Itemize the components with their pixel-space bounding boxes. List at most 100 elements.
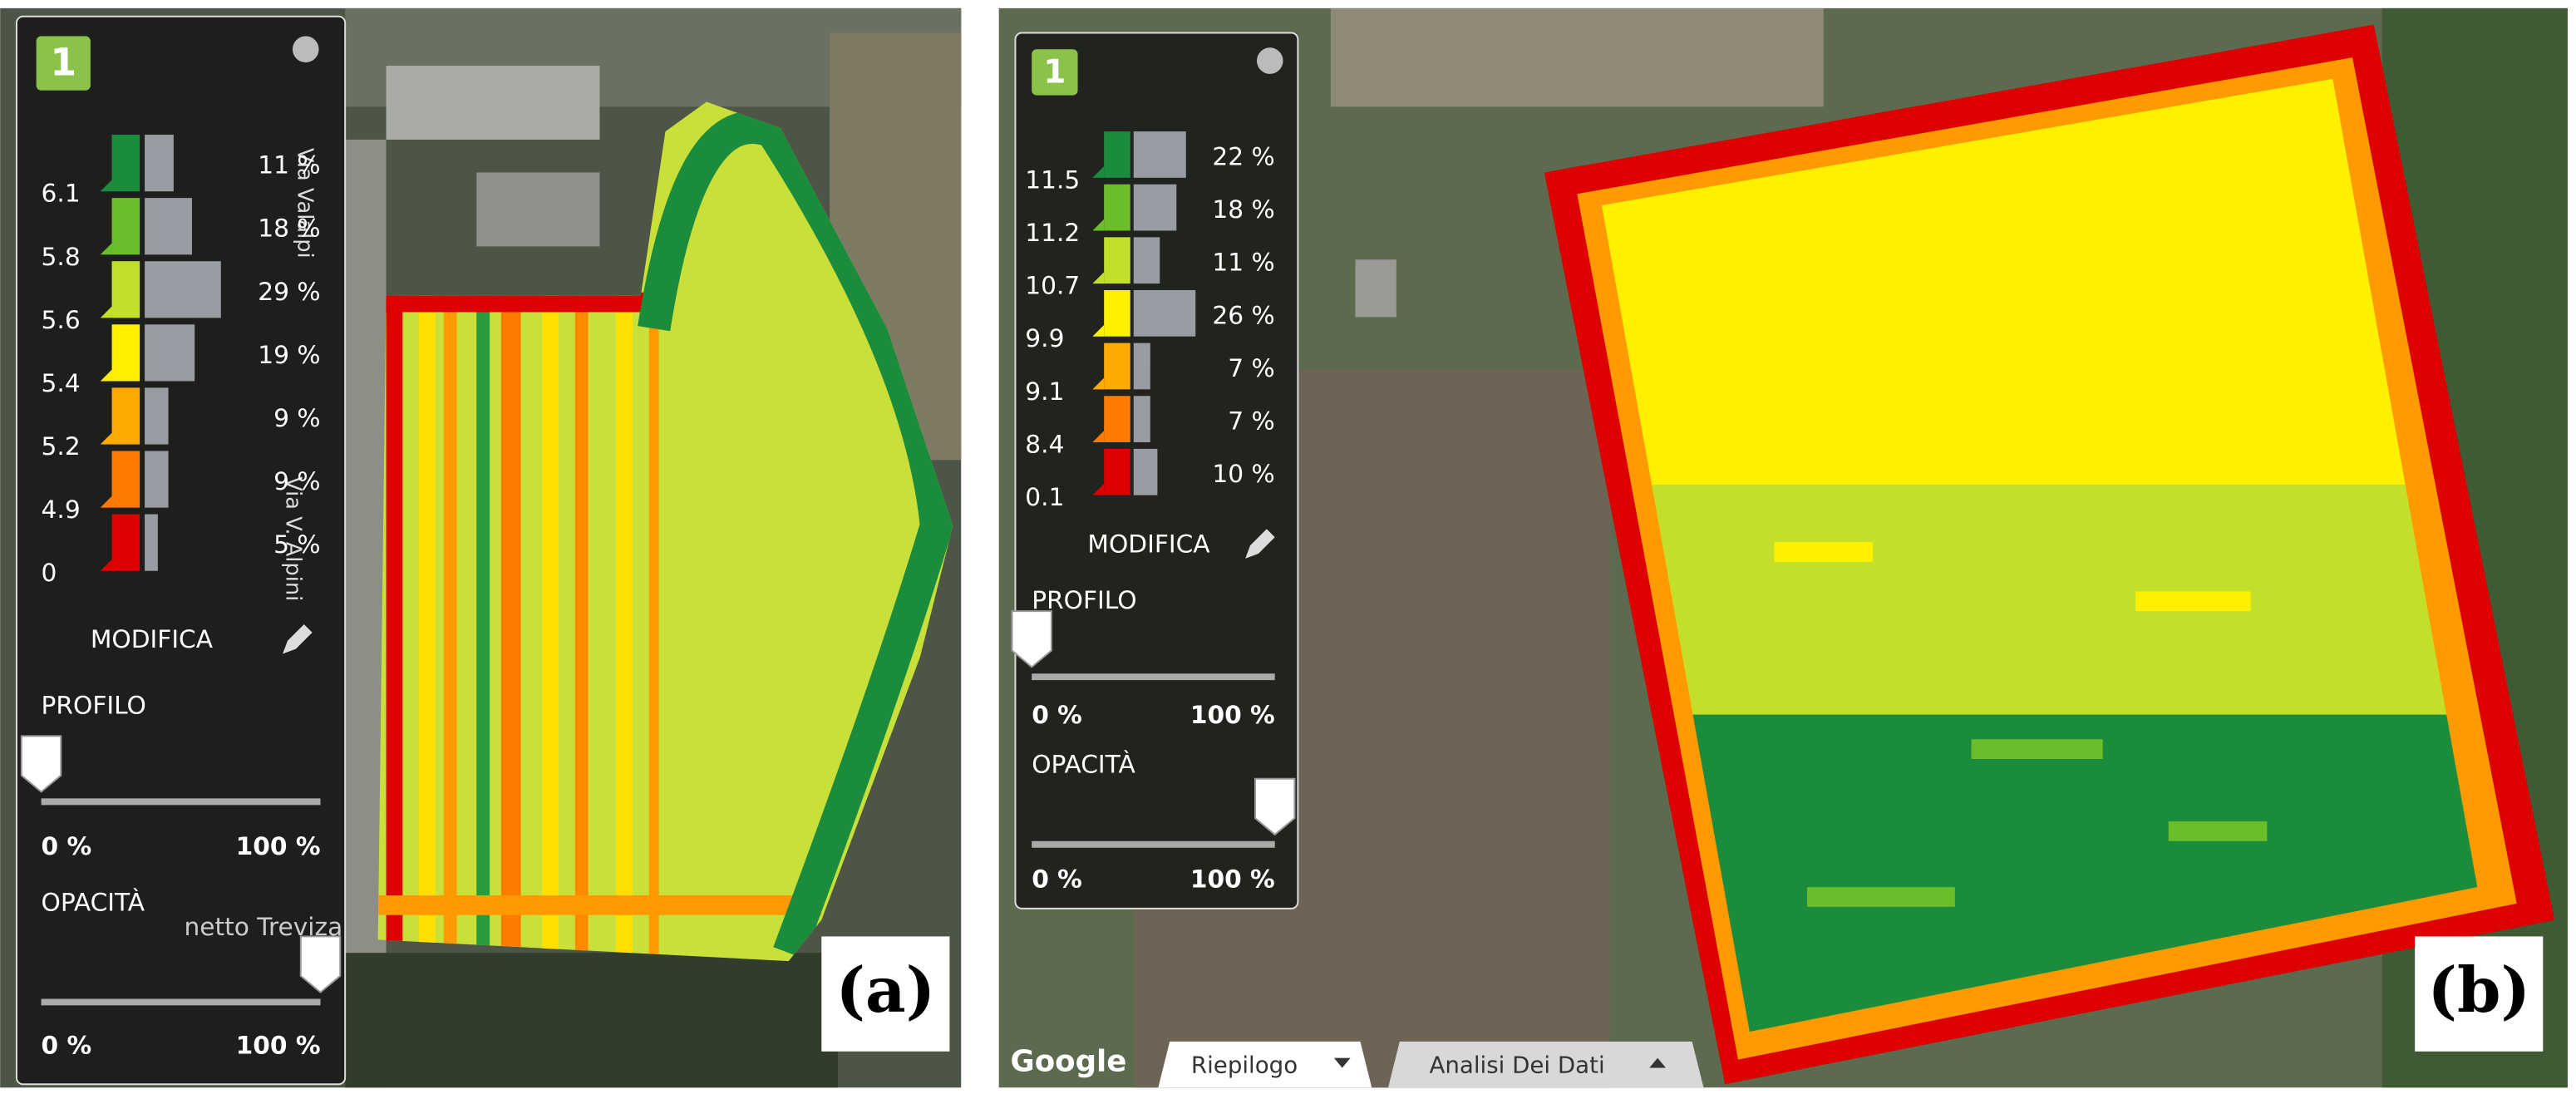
class-threshold: 5.2 [42, 431, 81, 461]
opacity-title: OPACITÀ [1032, 749, 1135, 778]
class-percent: 9 % [273, 403, 320, 432]
pencil-icon[interactable] [283, 623, 313, 654]
class-threshold: 8.4 [1025, 429, 1064, 458]
profile-slider-knob[interactable] [20, 735, 62, 793]
tab[interactable] [1158, 1041, 1372, 1088]
map-a [0, 7, 962, 1088]
histogram-bar [145, 514, 158, 571]
class-percent: 7 % [1228, 353, 1274, 382]
class-threshold: 9.9 [1025, 323, 1064, 352]
histogram-bar [145, 387, 169, 445]
class-threshold: 9.1 [1025, 377, 1064, 406]
class-threshold: 6.1 [42, 179, 81, 208]
class-percent: 11 % [258, 150, 320, 180]
class-threshold: 0.1 [1025, 482, 1064, 511]
class-percent: 18 % [1212, 195, 1274, 224]
edit-button[interactable]: MODIFICA [91, 624, 214, 653]
histogram-bar [1133, 237, 1160, 284]
class-swatch [1104, 131, 1130, 178]
class-pointer [100, 306, 112, 318]
profile-max: 100 % [1190, 700, 1275, 729]
opacity-min: 0 % [42, 1030, 92, 1059]
class-threshold: 11.2 [1025, 218, 1080, 247]
panel-label: (b) [2427, 953, 2530, 1027]
histogram-bar [145, 135, 174, 192]
class-threshold: 5.8 [42, 242, 81, 271]
histogram-bar [1133, 289, 1196, 337]
badge-label: 1 [1043, 53, 1066, 91]
class-swatch [111, 451, 140, 508]
panel-label-box [821, 936, 950, 1052]
class-threshold: 5.4 [42, 368, 81, 397]
class-percent: 29 % [258, 277, 320, 306]
class-pointer [100, 369, 112, 382]
badge [36, 36, 91, 91]
legend-box [15, 15, 347, 1086]
class-threshold: 0 [42, 558, 57, 587]
settings-icon[interactable] [292, 36, 319, 63]
histogram-bar [1133, 343, 1150, 390]
class-threshold: 11.5 [1025, 165, 1080, 194]
class-percent: 22 % [1212, 141, 1274, 170]
google-logo: Google [1011, 1045, 1127, 1079]
street-label: Via Valalpi [292, 148, 317, 259]
tab-arrow [1649, 1057, 1667, 1068]
histogram-bar [145, 324, 195, 382]
class-swatch [1104, 184, 1130, 231]
class-swatch [111, 387, 140, 445]
class-swatch [1104, 289, 1130, 337]
badge-label: 1 [50, 41, 76, 85]
class-swatch [111, 324, 140, 382]
opacity-max: 100 % [236, 1030, 321, 1059]
opacity-title: OPACITÀ [42, 887, 145, 916]
class-percent: 7 % [1228, 407, 1274, 436]
panel-label-box [2415, 936, 2544, 1052]
panel-label: (a) [835, 953, 935, 1027]
class-swatch [111, 135, 140, 192]
class-pointer [100, 243, 112, 255]
class-swatch [1104, 396, 1130, 442]
histogram-bar [145, 451, 169, 508]
histogram-bar [1133, 131, 1186, 178]
tab-label[interactable]: Analisi Dei Dati [1429, 1052, 1604, 1079]
class-swatch [111, 514, 140, 571]
class-pointer [100, 559, 112, 571]
class-swatch [1104, 343, 1130, 390]
class-percent: 5 % [273, 530, 320, 559]
profile-min: 0 % [42, 831, 92, 860]
profile-slider-knob[interactable] [1011, 610, 1052, 668]
class-swatch [111, 198, 140, 255]
tab[interactable] [1388, 1041, 1704, 1088]
class-percent: 18 % [258, 214, 320, 243]
class-threshold: 5.6 [42, 305, 81, 334]
class-threshold: 4.9 [42, 495, 81, 524]
opacity-max: 100 % [1190, 865, 1275, 894]
pencil-icon[interactable] [1245, 529, 1275, 559]
tab-arrow [1333, 1057, 1351, 1068]
histogram-bar [145, 261, 221, 318]
settings-icon[interactable] [1256, 47, 1283, 74]
class-percent: 11 % [1212, 248, 1274, 277]
histogram-bar [1133, 184, 1177, 231]
class-percent: 19 % [258, 340, 320, 369]
class-threshold: 10.7 [1025, 271, 1080, 300]
histogram-bar [145, 198, 192, 255]
histogram-bar [1133, 448, 1158, 495]
profile-min: 0 % [1032, 700, 1082, 729]
profile-title: PROFILO [1032, 585, 1136, 614]
class-pointer [100, 180, 112, 192]
class-swatch [1104, 448, 1130, 495]
tab-label[interactable]: Riepilogo [1191, 1052, 1298, 1079]
class-swatch [1104, 237, 1130, 284]
opacity-slider-knob[interactable] [1254, 777, 1296, 836]
profile-max: 100 % [236, 831, 321, 860]
class-percent: 10 % [1212, 459, 1274, 488]
class-percent: 26 % [1212, 300, 1274, 329]
profile-title: PROFILO [42, 690, 146, 719]
opacity-slider-knob[interactable] [299, 935, 342, 993]
class-percent: 9 % [273, 466, 320, 495]
histogram-bar [1133, 396, 1150, 442]
edit-button[interactable]: MODIFICA [1087, 530, 1210, 559]
